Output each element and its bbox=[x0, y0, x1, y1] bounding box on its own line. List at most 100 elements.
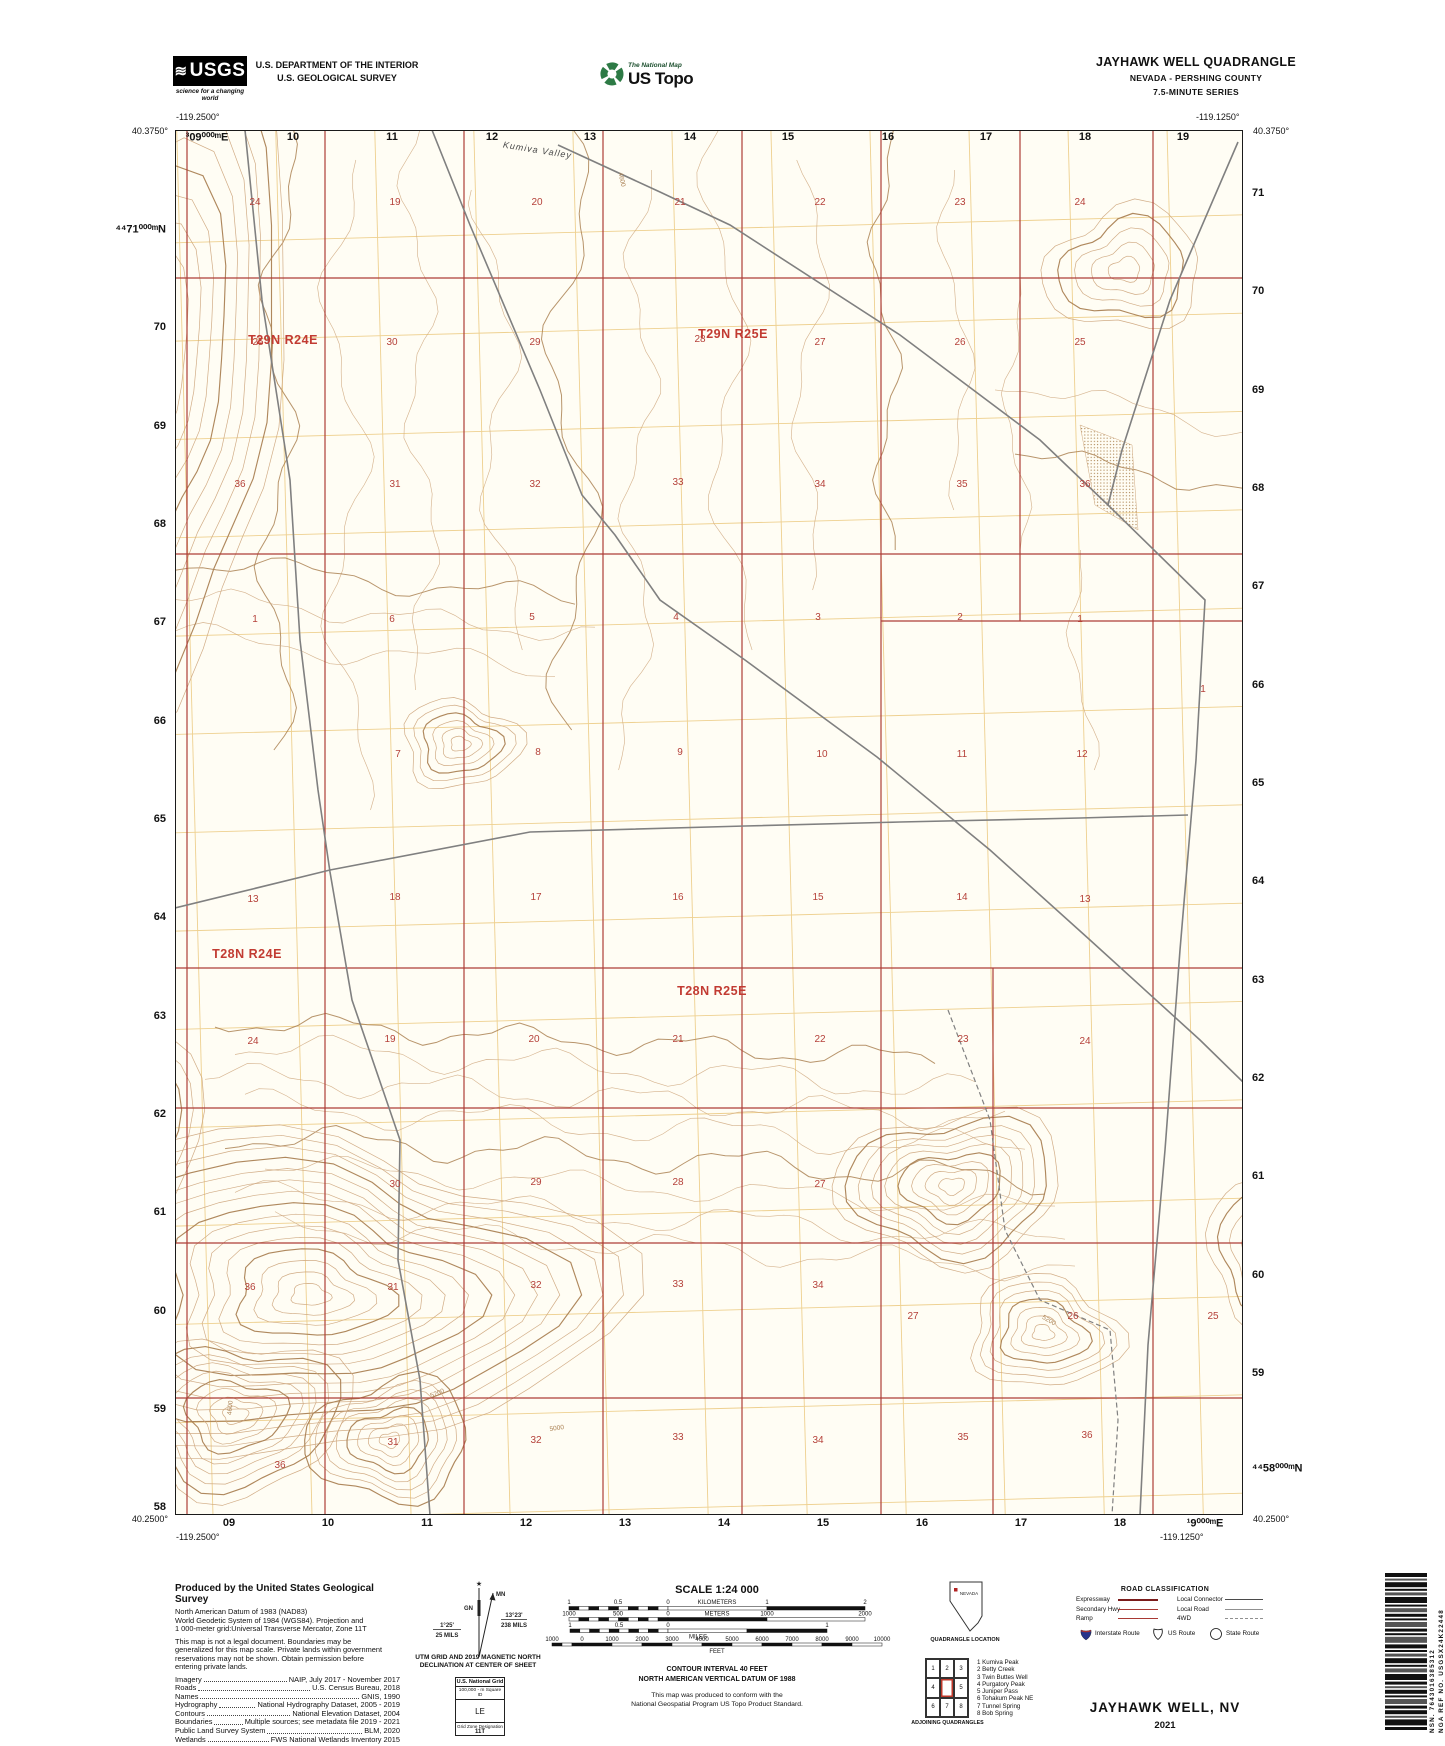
sheet-title: JAYHAWK WELL, NV bbox=[1089, 1700, 1241, 1715]
source-label: Names bbox=[175, 1691, 199, 1701]
national-map-label: The National Map bbox=[628, 62, 682, 69]
grid-label-bottom: 18 bbox=[1113, 1517, 1127, 1529]
grid-label-bottom: 11 bbox=[421, 1517, 433, 1529]
source-value: U.S. Census Bureau, 2018 bbox=[312, 1683, 400, 1693]
usgs-wave-icon: ≋ bbox=[174, 63, 188, 80]
section-number: 36 bbox=[234, 479, 246, 490]
road-west-winding bbox=[244, 130, 431, 1515]
source-value: National Elevation Dataset, 2004 bbox=[292, 1708, 400, 1718]
grid-label-right: 63 bbox=[1252, 974, 1265, 986]
township-range-label: T28N R24E bbox=[212, 947, 282, 961]
section-number: 11 bbox=[957, 749, 968, 760]
adjoining-cell: 7 bbox=[940, 1697, 954, 1717]
grid-label-right: 59 bbox=[1252, 1367, 1265, 1379]
svg-text:1: 1 bbox=[765, 1600, 769, 1606]
grid-label-bottom: 16 bbox=[915, 1517, 929, 1529]
adjoining-quadrangles-caption: ADJOINING QUADRANGLES bbox=[911, 1720, 984, 1726]
credits-legal-line: This map is not a legal document. Bounda… bbox=[175, 1636, 352, 1646]
utm-grid bbox=[175, 130, 1243, 1515]
credits-title: Produced by the United States Geological… bbox=[175, 1583, 374, 1605]
grid-label-right: 71 bbox=[1252, 187, 1265, 199]
standard-note-line1: This map was produced to conform with th… bbox=[651, 1692, 783, 1699]
wash-area bbox=[1079, 424, 1139, 531]
grid-label-top: 14 bbox=[683, 131, 697, 143]
source-value: National Hydrography Dataset, 2005 - 201… bbox=[257, 1700, 400, 1710]
legend-label-state-route: State Route bbox=[1226, 1630, 1260, 1637]
svg-text:METERS: METERS bbox=[704, 1612, 729, 1618]
section-number: 36 bbox=[244, 1282, 256, 1293]
legend-label-us-route: US Route bbox=[1168, 1630, 1196, 1637]
section-number: 24 bbox=[1079, 1036, 1091, 1047]
grid-label-right: 60 bbox=[1252, 1269, 1265, 1281]
corner-coord-top-right-lat: 40.3750° bbox=[1253, 126, 1290, 136]
section-number: 31 bbox=[387, 1282, 399, 1293]
section-number: 24 bbox=[247, 1036, 259, 1047]
grid-label-bottom: 15 bbox=[816, 1517, 830, 1529]
grid-label-top: 18 bbox=[1078, 131, 1092, 143]
adjoining-quad-name: 5 Juniper Pass bbox=[977, 1688, 1018, 1696]
standard-note-line2: National Geospatial Program US Topo Prod… bbox=[631, 1701, 803, 1708]
declination-diagram: ★ GN MN 1°25' 25 MILS 13°23' 238 MILS bbox=[433, 1580, 527, 1658]
source-value: NAIP, July 2017 - November 2017 bbox=[288, 1674, 400, 1684]
corner-coord-bottom-right-lon: -119.1250° bbox=[1160, 1532, 1204, 1542]
grid-label-left: 58 bbox=[153, 1501, 166, 1513]
dot-leader bbox=[207, 1715, 291, 1717]
plss-grid bbox=[175, 130, 1243, 1515]
corner-coord-top-right-lon: -119.1250° bbox=[1196, 112, 1240, 122]
svg-text:0.5: 0.5 bbox=[615, 1623, 624, 1629]
adjoining-cell: 5 bbox=[954, 1678, 968, 1698]
road-northeast bbox=[1107, 141, 1239, 506]
usgs-logo-text: USGS bbox=[189, 60, 246, 81]
section-number: 27 bbox=[907, 1311, 919, 1322]
section-number: 6 bbox=[389, 614, 395, 625]
legend-label-secondary-hwy: Secondary Hwy bbox=[1076, 1605, 1121, 1613]
grid-label-bottom: 09 bbox=[222, 1517, 236, 1529]
usng-square-id: LE bbox=[456, 1700, 504, 1723]
source-value: GNIS, 1990 bbox=[361, 1691, 400, 1701]
section-number: 20 bbox=[528, 1034, 540, 1045]
state-locator-map: NEVADA bbox=[949, 1581, 983, 1632]
section-number: 26 bbox=[954, 337, 966, 348]
section-number: 27 bbox=[814, 1179, 826, 1190]
adjoining-quad-name: 1 Kumiva Peak bbox=[977, 1659, 1019, 1666]
grid-north-label: GN bbox=[464, 1606, 473, 1612]
svg-text:4000: 4000 bbox=[695, 1637, 709, 1643]
source-value: FWS National Wetlands Inventory 2015 bbox=[270, 1734, 400, 1744]
contour-elevation-label: 4600 bbox=[617, 172, 627, 188]
svg-text:1: 1 bbox=[825, 1623, 829, 1629]
section-number: 28 bbox=[694, 334, 706, 345]
section-number: 25 bbox=[252, 337, 264, 348]
declination-caption: UTM GRID AND 2019 MAGNETIC NORTH DECLINA… bbox=[398, 1654, 558, 1670]
grid-label-left: 63 bbox=[153, 1010, 166, 1022]
scale-title: SCALE 1:24 000 bbox=[675, 1584, 759, 1596]
credits-legal-line: reservations may not be shown. Obtain pe… bbox=[175, 1653, 364, 1663]
grid-label-top: 13 bbox=[583, 131, 597, 143]
us-national-grid-box: U.S. National Grid 100,000 - m Square ID… bbox=[455, 1677, 505, 1736]
svg-text:8000: 8000 bbox=[815, 1637, 829, 1643]
legend-label-local-road: Local Road bbox=[1177, 1605, 1209, 1613]
adjoining-cell: 2 bbox=[940, 1659, 954, 1679]
usgs-tagline: science for a changing world bbox=[175, 88, 245, 102]
credits-source-line: Imagery NAIP, July 2017 - November 2017 bbox=[175, 1674, 400, 1685]
department-line2: U.S. GEOLOGICAL SURVEY bbox=[277, 73, 397, 83]
section-number: 36 bbox=[274, 1460, 286, 1471]
svg-text:2: 2 bbox=[863, 1600, 867, 1606]
grid-label-top: 10 bbox=[286, 131, 300, 143]
credits-source-line: Roads U.S. Census Bureau, 2018 bbox=[175, 1683, 400, 1693]
section-number: 15 bbox=[812, 892, 824, 903]
interstate-shield-icon bbox=[1080, 1629, 1092, 1641]
declination-caption-line2: DECLINATION AT CENTER OF SHEET bbox=[419, 1662, 537, 1669]
grid-label-left: 62 bbox=[153, 1108, 166, 1120]
grid-label-bottom: 17 bbox=[1014, 1517, 1028, 1529]
contour-elevation-label: 4600 bbox=[226, 1400, 234, 1415]
adjoining-cell: 1 bbox=[926, 1659, 940, 1679]
section-number: 32 bbox=[530, 1280, 542, 1291]
grid-label-right: 70 bbox=[1252, 285, 1265, 297]
section-number: 17 bbox=[530, 892, 542, 903]
roads bbox=[175, 130, 1243, 1515]
grid-label-right: 67 bbox=[1252, 580, 1265, 592]
svg-text:10000: 10000 bbox=[874, 1637, 891, 1643]
legend-label-local-connector: Local Connector bbox=[1177, 1596, 1223, 1603]
